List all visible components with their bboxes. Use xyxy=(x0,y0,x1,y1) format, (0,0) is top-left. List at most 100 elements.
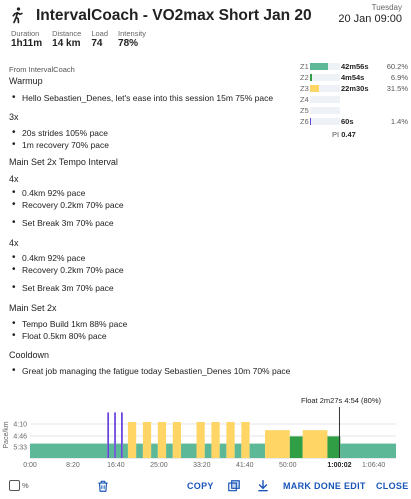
zone-row-z5: Z5 xyxy=(298,106,408,115)
chart-bar xyxy=(181,443,197,458)
list-item: Set Break 3m 70% pace xyxy=(12,217,114,228)
list-item: Great job managing the fatigue today Seb… xyxy=(12,365,290,376)
zone-bar-track xyxy=(310,96,340,103)
chart-tooltip: Float 2m27s 4:54 (80%) xyxy=(301,396,382,405)
chart-bar xyxy=(241,422,250,458)
zone-row-z3: Z3 22m30s 31.5% xyxy=(298,84,408,93)
section-title: Cooldown xyxy=(9,350,50,360)
edit-button[interactable]: EDIT xyxy=(344,481,366,491)
chart-bar xyxy=(265,430,290,458)
list-item: Float 0.5km 80% pace xyxy=(12,330,107,341)
section-title: 3x xyxy=(9,112,19,122)
x-tick-label: 16:40 xyxy=(107,462,125,469)
stat-value: 74 xyxy=(91,38,103,49)
y-tick-label: 4:46 xyxy=(13,434,27,441)
zone-bar-track xyxy=(310,63,340,70)
zone-name: Z4 xyxy=(300,95,309,104)
zone-name: Z1 xyxy=(300,62,309,71)
list-item: 0.4km 92% pace xyxy=(12,252,85,263)
stat-label: Duration xyxy=(11,29,40,38)
zone-bar-track xyxy=(310,107,340,114)
duplicate-icon[interactable] xyxy=(227,479,241,493)
zone-bar-fill xyxy=(310,74,313,81)
day-of-week: Tuesday xyxy=(371,3,402,12)
chart-bar xyxy=(211,422,220,458)
workout-chart[interactable]: Float 2m27s 4:54 (80%) Pace/km 4:10 4:46 5… xyxy=(0,388,411,470)
x-tick-label: 25:00 xyxy=(150,462,168,469)
stats-bar: Duration 1h11m Distance 14 km Load 74 In… xyxy=(11,29,146,50)
stat-load: Load 74 xyxy=(91,29,108,50)
chart-bar xyxy=(114,412,116,458)
y-axis-label: Pace/km xyxy=(3,421,10,448)
chart-bar xyxy=(302,430,328,458)
list-item: Set Break 3m 70% pace xyxy=(12,282,114,293)
stat-value: 78% xyxy=(118,38,139,49)
y-tick-label: 5:33 xyxy=(13,445,27,452)
chart-bar xyxy=(327,436,341,458)
mark-done-button[interactable]: MARK DONE xyxy=(283,481,342,491)
section-title: Main Set 2x Tempo Interval xyxy=(9,157,118,167)
source-label: From IntervalCoach xyxy=(9,65,75,74)
stat-duration: Duration 1h11m xyxy=(11,29,42,50)
workout-chart-svg[interactable]: Float 2m27s 4:54 (80%) Pace/km 4:10 4:46 5… xyxy=(0,388,411,470)
chart-bar xyxy=(109,443,115,458)
list-item: Recovery 0.2km 70% pace xyxy=(12,199,124,210)
chart-bar xyxy=(151,443,158,458)
chart-bar xyxy=(172,422,182,458)
section-title: Warmup xyxy=(9,76,43,86)
chart-bar xyxy=(340,443,396,458)
chart-bar xyxy=(196,422,205,458)
section-title: 4x xyxy=(9,238,19,248)
header: IntervalCoach - VO2max Short Jan 20 Tues… xyxy=(0,0,411,58)
stat-intensity: Intensity 78% xyxy=(118,29,146,50)
pi-value: 0.47 xyxy=(341,130,356,139)
percent-label: % xyxy=(22,481,29,490)
copy-button[interactable]: COPY xyxy=(187,481,214,491)
stat-label: Load xyxy=(91,29,109,38)
workout-date: 20 Jan 09:00 xyxy=(338,13,402,25)
section-title: Main Set 2x xyxy=(9,303,57,313)
x-tick-label: 1:06:40 xyxy=(362,462,385,469)
page-title: IntervalCoach - VO2max Short Jan 20 xyxy=(36,7,312,24)
chart-bar xyxy=(122,443,128,458)
zone-percent: 6.9% xyxy=(390,73,408,82)
chart-bar xyxy=(249,443,266,458)
stat-distance: Distance 14 km xyxy=(52,29,81,50)
bottom-toolbar: % COPY MARK DONE EDIT CLOSE xyxy=(0,475,411,499)
zone-row-z1: Z1 42m56s 60.2% xyxy=(298,62,408,71)
list-item: 1m recovery 70% pace xyxy=(12,139,109,150)
download-icon[interactable] xyxy=(256,479,270,493)
zone-name: Z5 xyxy=(300,106,309,115)
zone-bar-track xyxy=(310,118,340,125)
zone-row-z6: Z6 60s 1.4% xyxy=(298,117,408,126)
close-button[interactable]: CLOSE xyxy=(376,481,409,491)
list-item: 20s strides 105% pace xyxy=(12,127,108,138)
chart-bar xyxy=(289,436,303,458)
zone-row-z4: Z4 xyxy=(298,95,408,104)
zone-bar-track xyxy=(310,74,340,81)
zone-percent: 1.4% xyxy=(390,117,408,126)
list-item: Recovery 0.2km 70% pace xyxy=(12,264,124,275)
zone-bar-fill xyxy=(310,63,329,70)
zone-time: 4m54s xyxy=(341,73,365,82)
pi-readout: PI 0.47 xyxy=(332,130,356,139)
list-item: Tempo Build 1km 88% pace xyxy=(12,318,127,329)
zone-name: Z3 xyxy=(300,84,309,93)
x-tick-label: 0:00 xyxy=(23,462,37,469)
chart-bar xyxy=(166,443,173,458)
zone-time: 42m56s xyxy=(341,62,369,71)
stat-label: Distance xyxy=(52,29,82,38)
chart-bar xyxy=(127,422,137,458)
runner-icon xyxy=(12,7,23,24)
x-tick-label: 50:00 xyxy=(279,462,297,469)
chart-bar xyxy=(226,422,235,458)
chart-bar xyxy=(219,443,227,458)
percent-checkbox[interactable] xyxy=(9,480,20,491)
zone-percent: 31.5% xyxy=(386,84,408,93)
zone-time: 60s xyxy=(341,117,354,126)
delete-icon[interactable] xyxy=(96,479,110,493)
chart-bar xyxy=(142,422,152,458)
chart-bar xyxy=(136,443,143,458)
workout-description: From IntervalCoach Warmup Hello Sebastie… xyxy=(0,58,411,388)
chart-bar xyxy=(115,443,122,458)
